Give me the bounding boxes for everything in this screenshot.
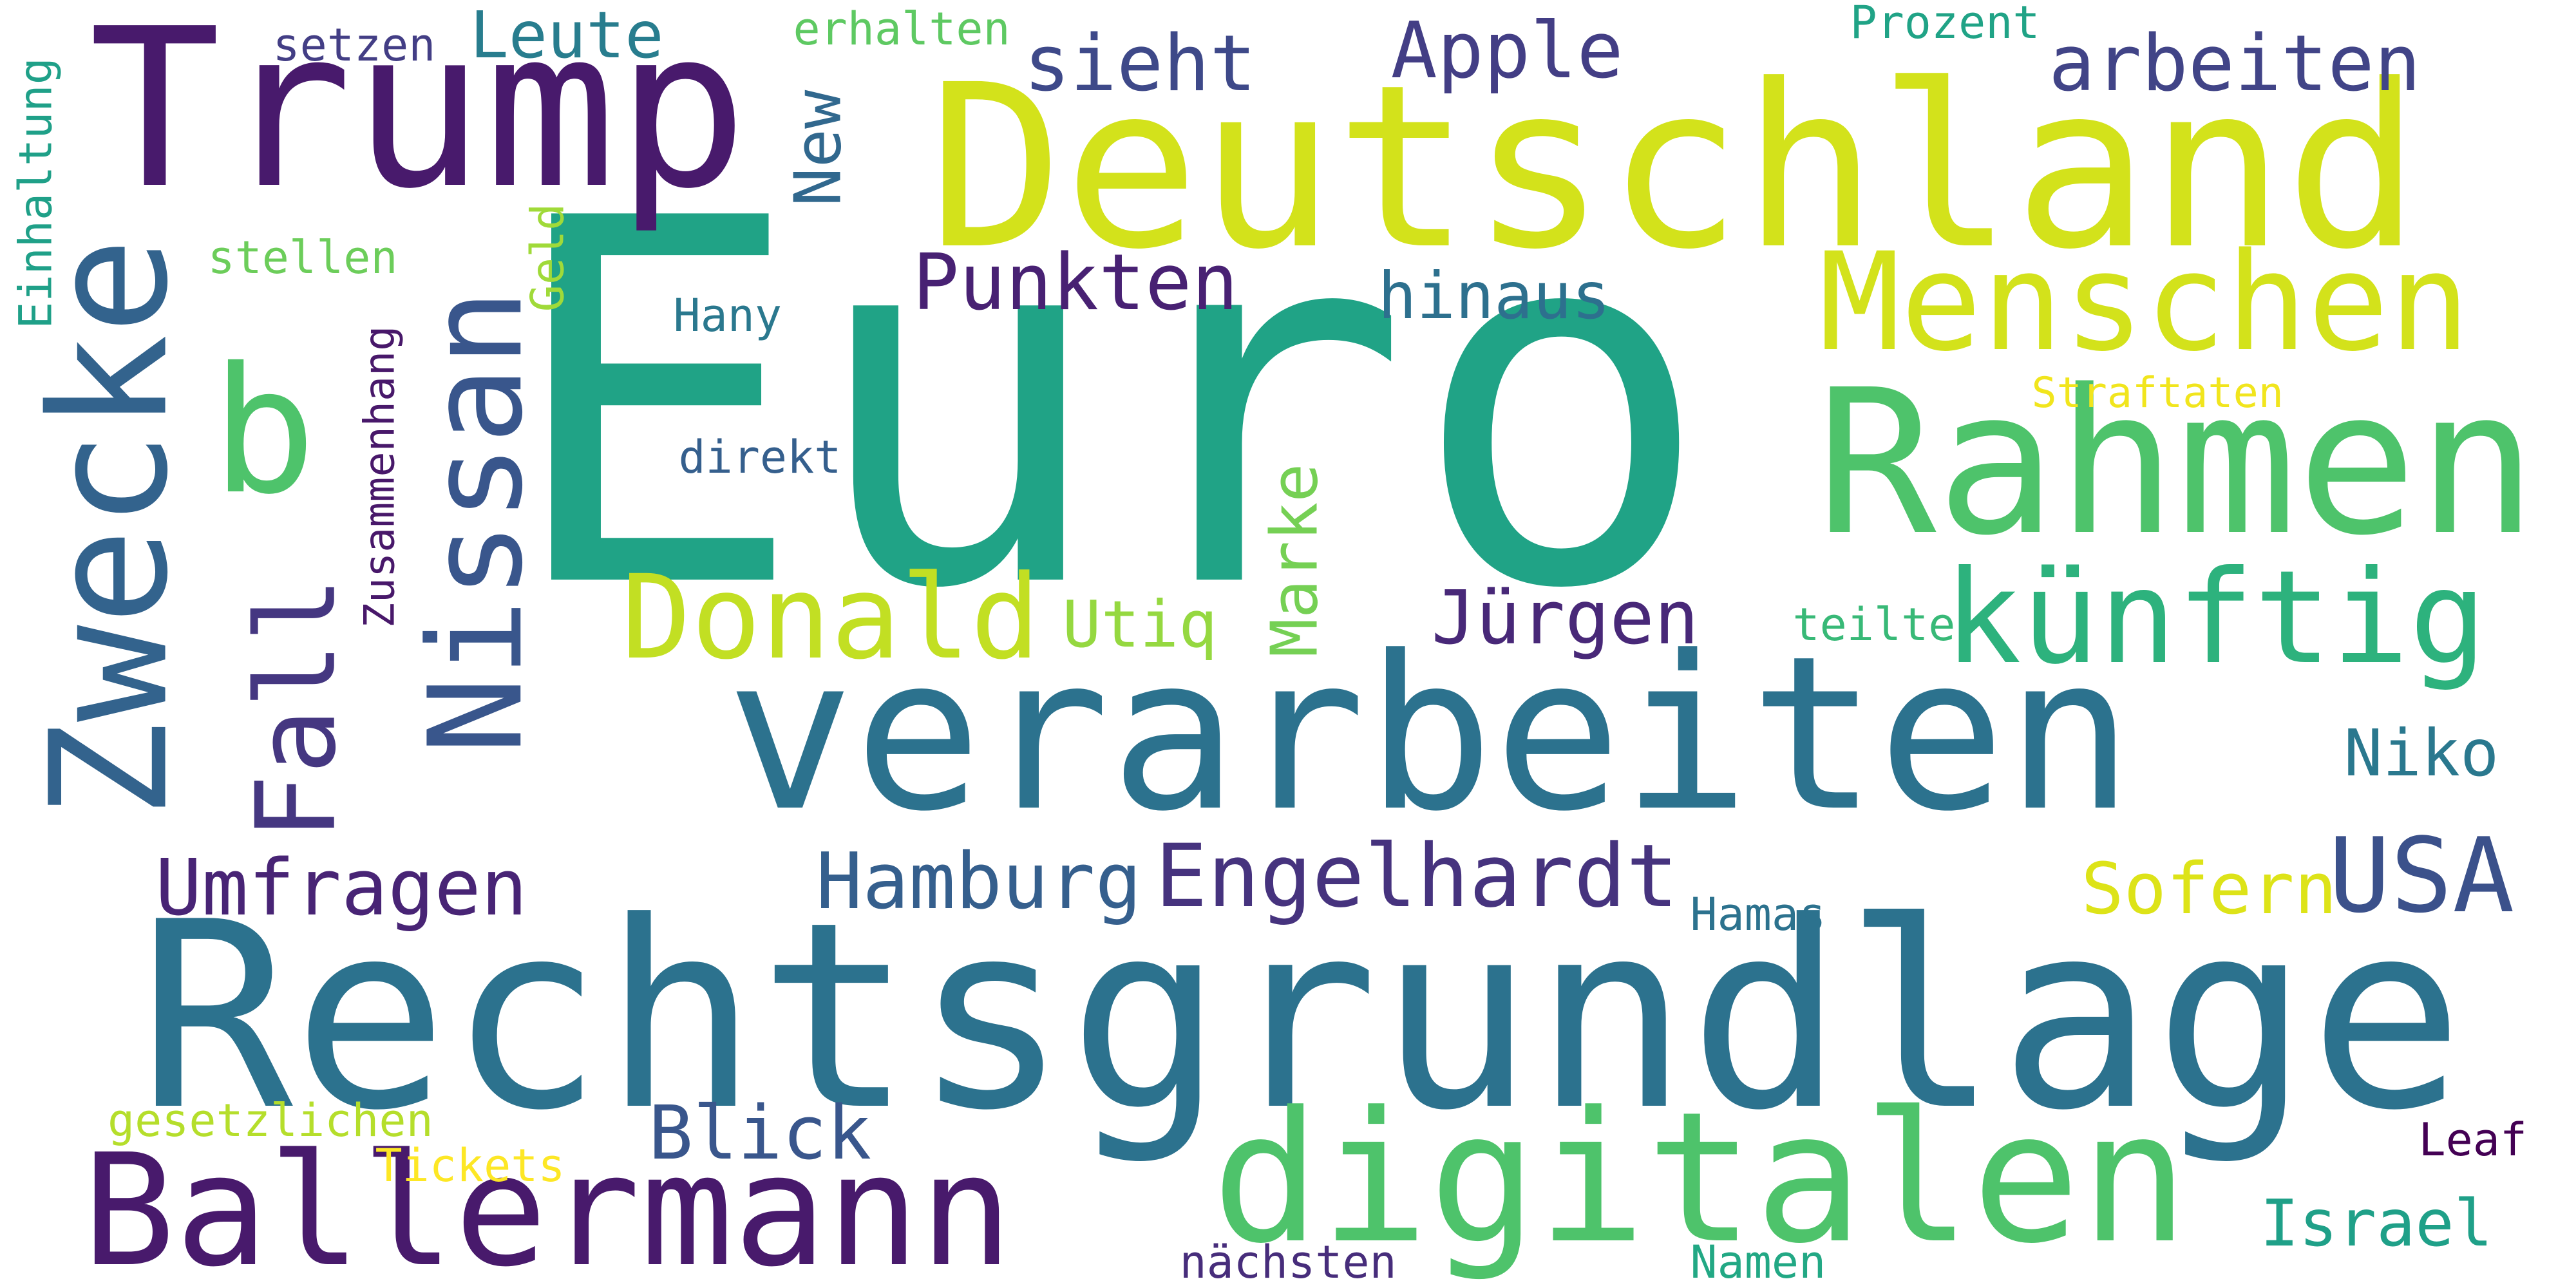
cloud-word-direkt: direkt [678, 431, 842, 484]
cloud-word-nissan: Nissan [401, 289, 552, 755]
cloud-word-donald: Donald [621, 551, 1041, 685]
cloud-word-digitalen: digitalen [1211, 1074, 2189, 1283]
cloud-word-punkten: Punkten [913, 238, 1238, 328]
cloud-word-menschen: Menschen [1819, 223, 2470, 381]
cloud-word-fall: Fall [232, 576, 361, 840]
cloud-word-marke: Marke [1256, 463, 1332, 658]
cloud-word-geld: Geld [520, 203, 574, 312]
cloud-word-sofern: Sofern [2081, 848, 2337, 930]
cloud-word-tickets: Tickets [375, 1139, 565, 1192]
cloud-word-engelhardt: Engelhardt [1155, 825, 1679, 927]
cloud-word-gesetzlichen: gesetzlichen [108, 1094, 433, 1147]
cloud-word-naechsten: nächsten [1179, 1236, 1397, 1288]
cloud-word-zusammenhang: Zusammenhang [355, 325, 404, 628]
cloud-word-hamas: Hamas [1690, 888, 1826, 941]
cloud-word-leute: Leute [469, 0, 664, 73]
cloud-word-new: New [779, 90, 855, 207]
cloud-word-israel: Israel [2260, 1186, 2493, 1261]
cloud-word-usa: USA [2328, 815, 2515, 936]
cloud-word-straftaten: Straftaten [2031, 368, 2284, 417]
cloud-word-arbeiten: arbeiten [2049, 19, 2421, 109]
cloud-word-apple: Apple [1390, 6, 1624, 96]
cloud-word-einhaltung: Einhaltung [9, 57, 62, 329]
cloud-word-hinaus: hinaus [1378, 258, 1611, 334]
cloud-word-b: b [211, 330, 317, 533]
cloud-word-hany: Hany [673, 289, 782, 342]
cloud-word-trump: Trump [89, 0, 748, 237]
cloud-word-hamburg: Hamburg [816, 837, 1142, 927]
cloud-word-deutschland: Deutschland [928, 36, 2421, 299]
cloud-word-leaf: Leaf [2418, 1113, 2528, 1166]
cloud-word-setzen: setzen [272, 19, 436, 71]
cloud-word-prozent: Prozent [1850, 0, 2040, 49]
cloud-word-stellen: stellen [207, 231, 398, 284]
cloud-word-utiq: Utiq [1062, 587, 1218, 662]
cloud-word-namen: Namen [1690, 1236, 1826, 1288]
cloud-word-rechtsgrundlage: Rechtsgrundlage [138, 867, 2465, 1167]
cloud-word-verarbeiten: verarbeiten [726, 611, 2134, 858]
cloud-word-ballermann: Ballermann [82, 1121, 1013, 1288]
cloud-word-umfragen: Umfragen [155, 844, 527, 933]
cloud-word-teilte: teilte [1792, 598, 1956, 651]
cloud-word-euro: Euro [503, 113, 1713, 698]
cloud-word-juergen: Jürgen [1431, 574, 1699, 661]
cloud-word-kuenftig: künftig [1944, 543, 2487, 693]
cloud-word-sieht: sieht [1023, 19, 1256, 109]
cloud-word-blick: Blick [649, 1090, 872, 1177]
cloud-word-niko: Niko [2344, 715, 2499, 791]
cloud-word-erhalten: erhalten [793, 3, 1010, 55]
cloud-word-rahmen: Rahmen [1816, 347, 2537, 580]
